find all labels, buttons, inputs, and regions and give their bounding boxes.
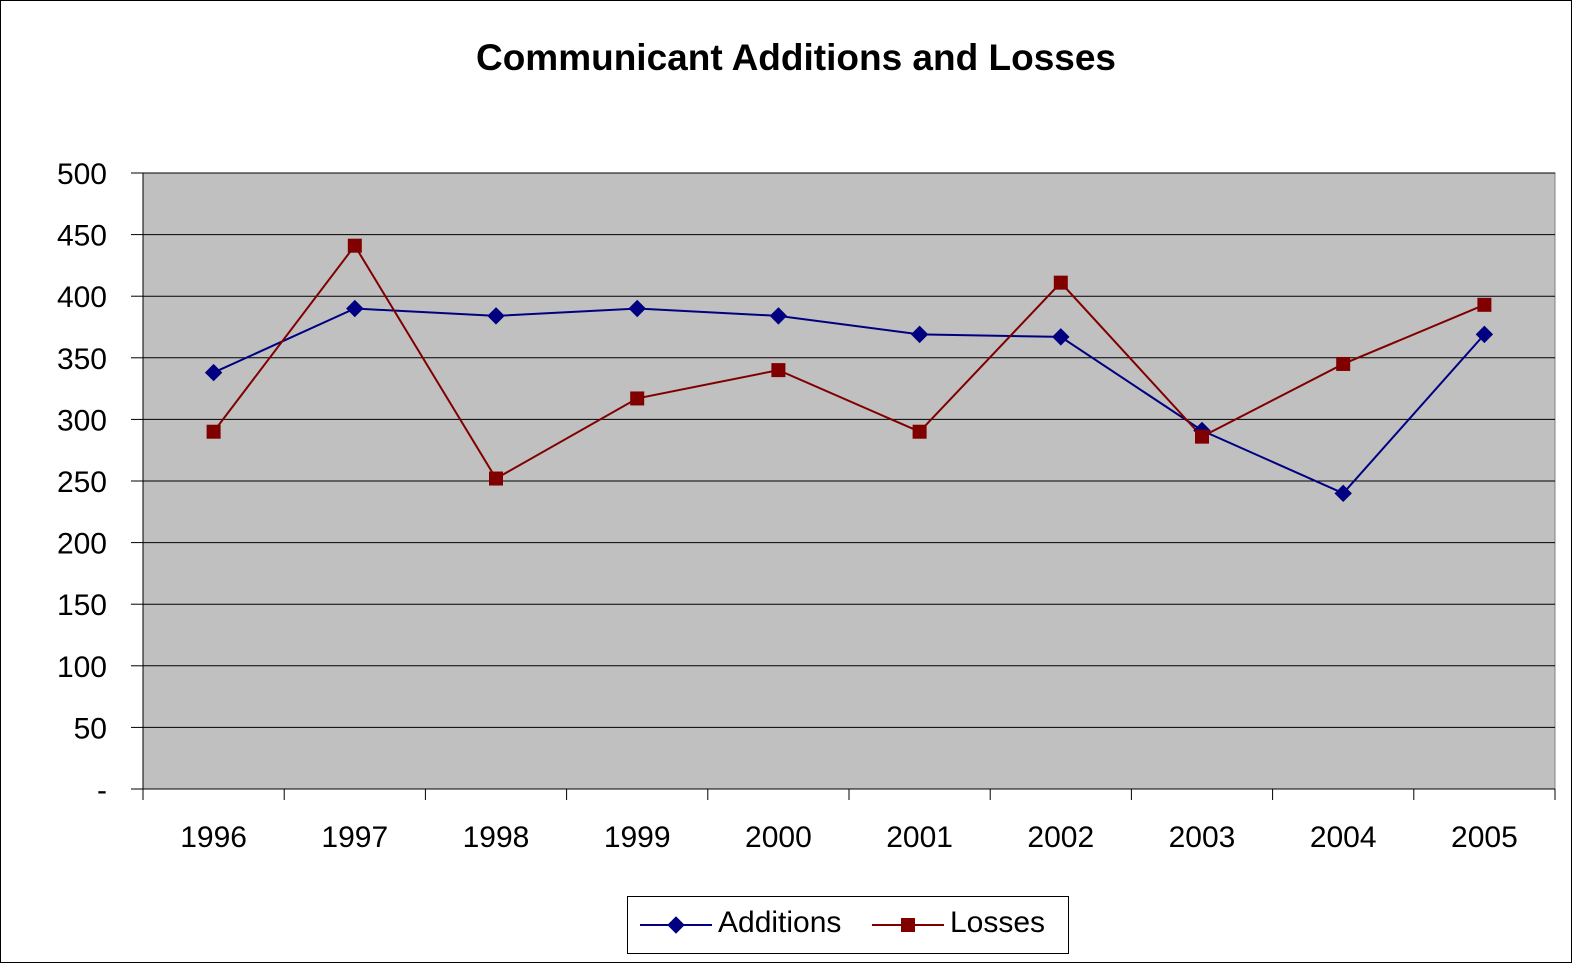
- point-additions-1999: [628, 299, 646, 318]
- x-tick-label-2002: 2002: [1027, 821, 1094, 854]
- point-losses-1998: [489, 471, 503, 486]
- y-tick-label-200: 200: [57, 528, 107, 561]
- point-losses-2004: [1336, 356, 1351, 371]
- chart-title: Communicant Additions and Losses: [475, 37, 1117, 78]
- point-losses-1997: [347, 238, 362, 253]
- point-losses-2001: [912, 424, 927, 439]
- point-losses-1999: [630, 391, 645, 406]
- series-line-losses: [212, 243, 1485, 480]
- y-tick-label-0: -: [97, 774, 107, 807]
- point-additions-1997: [346, 299, 364, 318]
- legend-swatch-losses: [872, 918, 944, 932]
- point-additions-1998: [487, 307, 505, 325]
- point-additions-2001: [910, 325, 929, 344]
- x-tick-label-2003: 2003: [1169, 821, 1236, 854]
- y-tick-label-150: 150: [57, 589, 107, 622]
- point-additions-2005: [1475, 325, 1494, 344]
- y-tick-label-50: 50: [74, 712, 107, 745]
- point-losses-2000: [771, 363, 786, 378]
- legend-label-losses: Losses: [950, 906, 1046, 939]
- point-additions-2000: [769, 307, 788, 325]
- plot-area: - 50 100 150 200 250 300 350 400 450 500 1996 1997 19…: [57, 158, 1556, 854]
- point-losses-2002: [1053, 275, 1068, 290]
- y-tick-label-300: 300: [57, 404, 107, 437]
- point-losses-1996: [206, 424, 221, 439]
- legend-marker-additions: [667, 916, 685, 934]
- y-tick-label-250: 250: [57, 466, 107, 499]
- x-tick-label-1998: 1998: [463, 821, 530, 854]
- legend-marker-losses: [901, 918, 915, 932]
- x-tick-label-1999: 1999: [604, 821, 671, 854]
- series-line-additions: [213, 307, 1486, 495]
- x-tick-label-2005: 2005: [1451, 821, 1518, 854]
- legend-label-additions: Additions: [718, 906, 842, 939]
- x-tick-label-2004: 2004: [1310, 821, 1377, 854]
- legend-swatch-additions: [640, 916, 712, 934]
- y-tick-label-450: 450: [57, 220, 107, 253]
- x-tick-label-2001: 2001: [886, 821, 953, 854]
- legend: Additions Losses: [627, 896, 1069, 954]
- y-tick-label-350: 350: [57, 343, 107, 376]
- point-losses-2005: [1477, 297, 1492, 312]
- x-tick-label-1997: 1997: [321, 821, 388, 854]
- x-tick-label-1996: 1996: [180, 821, 247, 854]
- point-additions-2004: [1334, 484, 1352, 503]
- y-tick-label-400: 400: [57, 281, 107, 314]
- point-additions-2002: [1052, 328, 1070, 346]
- y-tick-label-100: 100: [57, 651, 107, 684]
- point-losses-2003: [1195, 429, 1209, 444]
- point-additions-1996: [204, 363, 223, 382]
- x-tick-label-2000: 2000: [745, 821, 812, 854]
- y-tick-label-500: 500: [57, 158, 107, 191]
